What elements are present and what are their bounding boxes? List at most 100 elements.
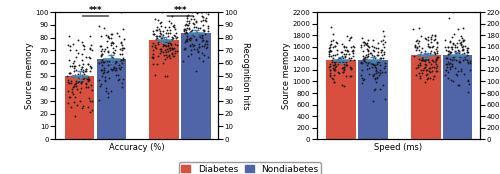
- Point: [154, 40, 162, 43]
- Point: [412, 40, 420, 43]
- Point: [426, 71, 434, 74]
- Point: [414, 46, 422, 49]
- Point: [156, 35, 164, 38]
- Point: [96, 62, 104, 65]
- Point: [415, 48, 423, 51]
- Point: [358, 37, 366, 39]
- Point: [369, 74, 377, 77]
- Point: [430, 50, 438, 53]
- Point: [72, 74, 80, 77]
- Point: [186, 45, 194, 47]
- Point: [182, 38, 190, 41]
- Point: [87, 65, 95, 68]
- Point: [349, 49, 357, 52]
- Point: [164, 35, 172, 38]
- Point: [334, 60, 342, 63]
- Point: [338, 43, 346, 45]
- Point: [360, 56, 368, 58]
- Point: [182, 35, 190, 38]
- Point: [370, 45, 378, 48]
- Point: [376, 57, 384, 60]
- Point: [66, 106, 74, 109]
- Point: [456, 70, 464, 73]
- Point: [168, 37, 176, 40]
- Point: [116, 47, 124, 50]
- Point: [421, 36, 429, 39]
- Point: [380, 41, 388, 43]
- Point: [357, 73, 365, 76]
- Point: [198, 15, 206, 18]
- Point: [376, 69, 384, 72]
- Point: [104, 49, 112, 52]
- Point: [194, 51, 202, 54]
- Point: [444, 49, 452, 52]
- Point: [432, 66, 440, 69]
- Point: [158, 37, 166, 39]
- Point: [448, 41, 456, 44]
- Point: [348, 50, 356, 53]
- Point: [112, 67, 120, 70]
- Point: [118, 49, 126, 52]
- Point: [165, 47, 173, 50]
- Point: [372, 68, 380, 71]
- Bar: [181, 33, 210, 139]
- Point: [370, 73, 378, 75]
- Point: [459, 40, 467, 43]
- Point: [456, 52, 464, 55]
- Point: [76, 81, 84, 84]
- Point: [184, 24, 192, 27]
- Point: [358, 77, 366, 80]
- Point: [372, 47, 380, 50]
- Point: [329, 45, 337, 48]
- Point: [171, 27, 179, 30]
- Point: [166, 46, 173, 49]
- Point: [104, 92, 112, 94]
- Point: [464, 51, 471, 53]
- Point: [446, 65, 454, 68]
- Point: [327, 50, 335, 53]
- Point: [98, 55, 106, 57]
- Point: [373, 77, 381, 80]
- Point: [160, 54, 168, 57]
- Point: [100, 68, 108, 71]
- Point: [432, 48, 440, 51]
- Point: [442, 57, 450, 60]
- Point: [425, 46, 433, 48]
- Point: [328, 60, 336, 63]
- Point: [422, 53, 430, 56]
- Point: [120, 37, 128, 40]
- Point: [166, 42, 174, 44]
- Point: [430, 52, 438, 55]
- Point: [204, 24, 212, 27]
- Point: [444, 53, 452, 55]
- Point: [110, 51, 118, 54]
- Point: [433, 52, 441, 54]
- Point: [64, 101, 72, 104]
- Point: [343, 35, 351, 38]
- Point: [448, 35, 456, 38]
- Point: [96, 69, 104, 71]
- Point: [362, 64, 370, 66]
- Point: [188, 11, 196, 14]
- Point: [326, 65, 334, 68]
- Point: [192, 30, 200, 33]
- Y-axis label: Source memory: Source memory: [282, 42, 291, 109]
- Point: [188, 43, 196, 46]
- Point: [156, 22, 164, 25]
- Point: [150, 33, 158, 35]
- Point: [170, 47, 178, 50]
- Point: [356, 61, 364, 64]
- Point: [462, 45, 469, 48]
- Point: [66, 49, 74, 52]
- Point: [186, 30, 194, 33]
- Point: [194, 11, 202, 14]
- Point: [427, 50, 435, 53]
- Point: [348, 56, 356, 59]
- Point: [346, 58, 354, 61]
- Point: [97, 83, 105, 85]
- Point: [110, 41, 118, 44]
- Point: [429, 77, 437, 80]
- Point: [78, 80, 86, 82]
- Point: [428, 58, 436, 61]
- Point: [70, 70, 78, 73]
